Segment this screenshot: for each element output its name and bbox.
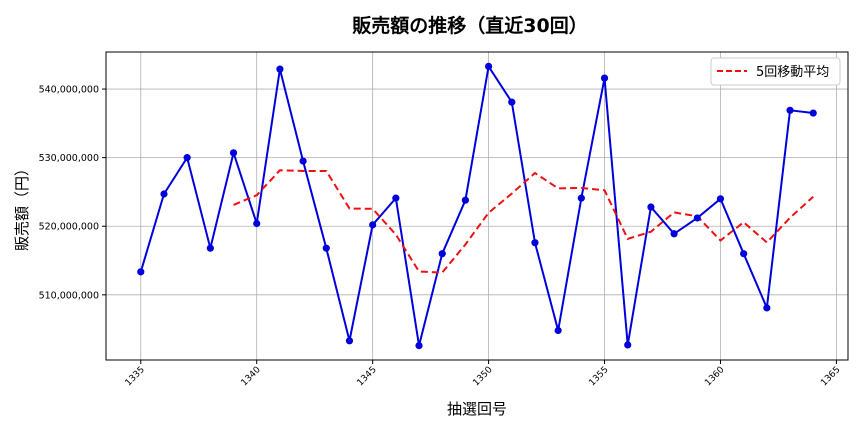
y-tick-label: 520,000,000	[39, 222, 99, 233]
moving-average-line	[233, 169, 814, 274]
sales-point	[392, 194, 400, 202]
sales-point	[763, 304, 771, 312]
sales-point	[647, 203, 655, 211]
y-tick-label: 510,000,000	[39, 290, 99, 301]
x-tick-label: 1365	[819, 365, 842, 388]
sales-point	[206, 244, 214, 252]
legend-box	[710, 57, 841, 86]
legend-label-moving-average: 5回移動平均	[756, 65, 829, 80]
sales-point	[438, 250, 446, 258]
sales-point	[276, 65, 284, 73]
sales-point	[624, 341, 632, 349]
x-tick-label: 1345	[356, 365, 379, 388]
x-tick-label: 1335	[124, 365, 147, 388]
x-tick-label: 1350	[471, 365, 494, 388]
x-tick-label: 1340	[240, 365, 263, 388]
sales-point	[670, 230, 678, 238]
sales-point	[183, 154, 191, 162]
sales-point	[577, 194, 585, 202]
sales-point	[160, 190, 168, 198]
sales-point	[809, 109, 817, 117]
chart-title: 販売額の推移（直近30回）	[352, 14, 587, 37]
x-tick-label: 1360	[703, 365, 726, 388]
grid	[106, 52, 848, 360]
sales-point	[299, 157, 307, 165]
x-axis-ticks: 1335 1340 1345 1350 1355 1360 1365	[124, 360, 843, 388]
sales-point	[345, 337, 354, 345]
legend: 5回移動平均	[710, 57, 841, 86]
sales-point	[600, 74, 609, 82]
sales-point	[484, 62, 493, 71]
y-tick-label: 540,000,000	[39, 85, 99, 96]
sales-point	[461, 196, 470, 204]
x-tick-label: 1355	[587, 365, 610, 388]
sales-point	[415, 341, 423, 350]
sales-point	[786, 106, 794, 114]
sales-point	[693, 214, 701, 222]
sales-point	[322, 244, 330, 252]
plot-area-frame	[105, 51, 849, 361]
sales-point	[369, 221, 377, 229]
x-axis-label: 抽選回号	[447, 400, 507, 418]
sales-point	[716, 195, 725, 203]
series-layer	[137, 62, 817, 350]
sales-point	[531, 239, 539, 247]
sales-point	[253, 219, 261, 228]
y-tick-label: 530,000,000	[39, 153, 99, 164]
y-axis-label: 販売額（円）	[13, 161, 31, 251]
y-axis-ticks: 510,000,000 520,000,000 530,000,000 540,000…	[39, 85, 106, 301]
sales-point	[554, 326, 562, 335]
sales-point	[137, 268, 145, 276]
sales-line	[139, 63, 814, 346]
sales-point	[229, 149, 238, 157]
sales-point	[740, 250, 748, 258]
sales-point	[508, 98, 516, 106]
